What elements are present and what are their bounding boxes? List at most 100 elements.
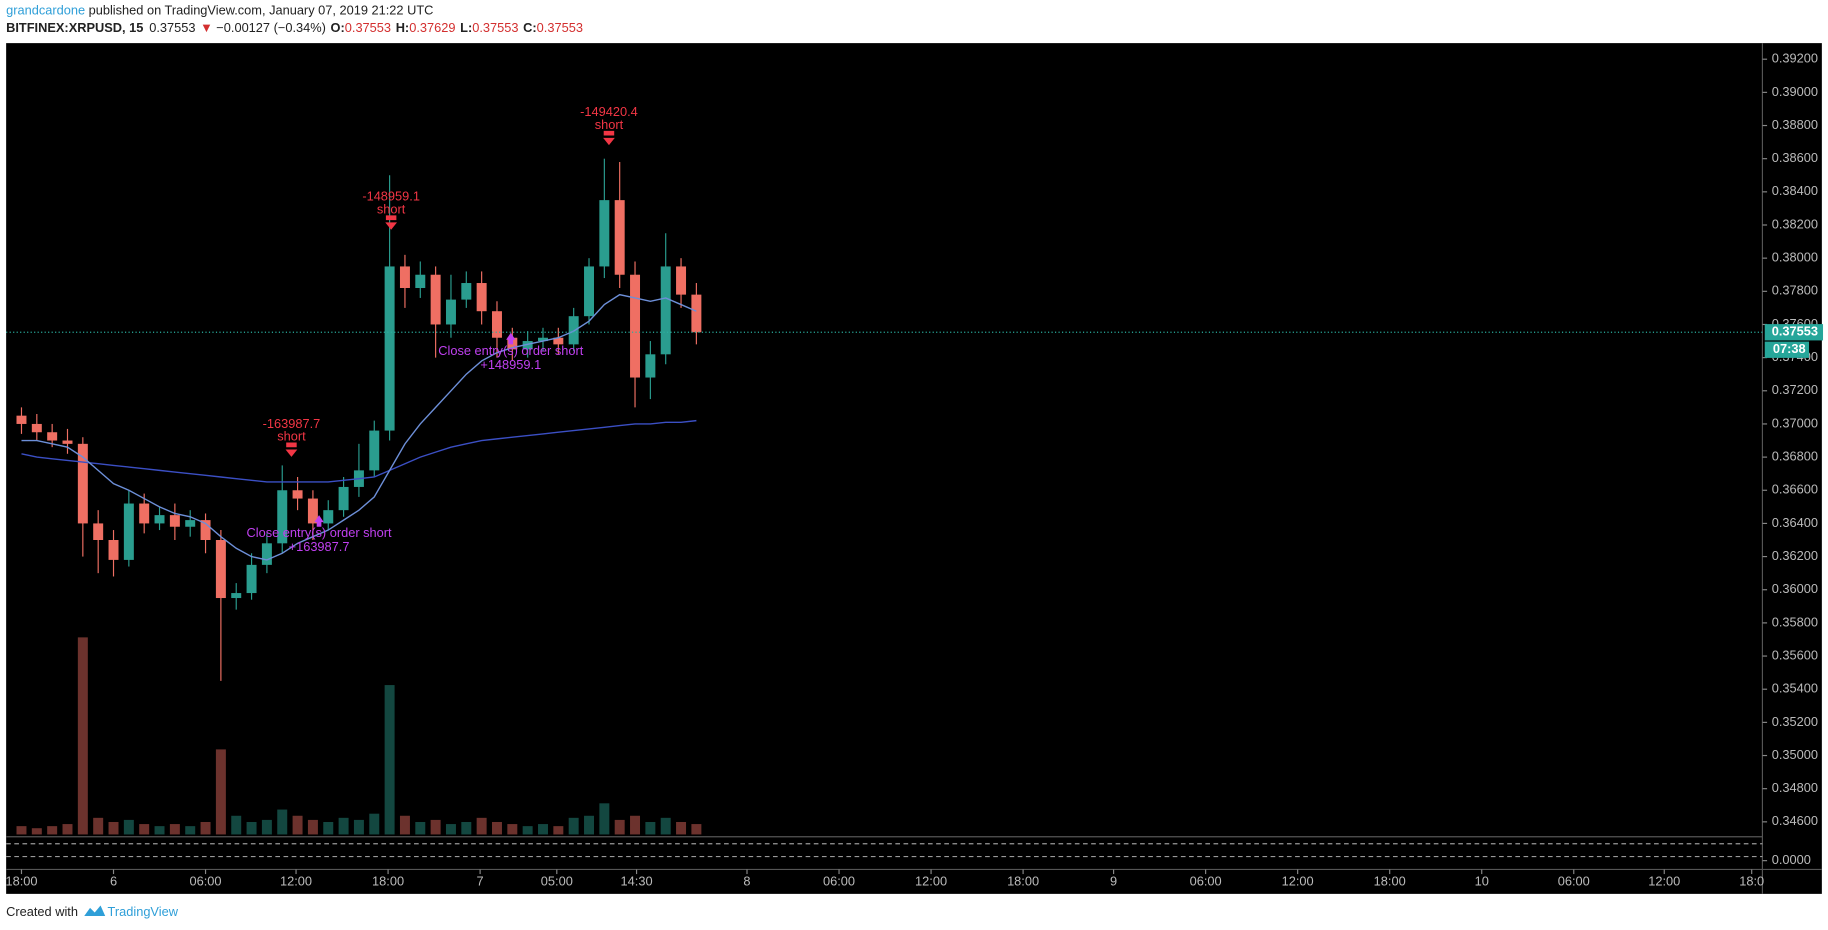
volume-bar	[123, 819, 134, 835]
ohlc-value: 0.37553	[537, 21, 583, 36]
candle-body	[123, 503, 134, 560]
y-tick-label: 0.35200	[1772, 714, 1818, 729]
ohlc-value: 0.37629	[409, 21, 455, 36]
candle-body	[16, 415, 27, 424]
candle-body	[538, 337, 548, 342]
candle-body	[399, 266, 410, 288]
y-tick-label: 0.36600	[1772, 482, 1818, 497]
volume-bar	[369, 813, 380, 835]
volume-bar	[660, 817, 671, 835]
ohlc-key: H:	[396, 21, 410, 36]
candle-body	[584, 266, 594, 317]
y-tick-label: 0.39000	[1772, 84, 1818, 99]
candle-body	[169, 515, 180, 527]
change: −0.00127 (−0.34%)	[216, 21, 326, 36]
ohlc-key: O:	[331, 21, 345, 36]
volume-bar	[676, 821, 687, 835]
x-tick-label: 8	[743, 874, 750, 889]
candle-body	[47, 432, 58, 441]
y-tick-label: 0.34800	[1772, 780, 1818, 795]
candle-body	[323, 510, 334, 524]
candle-body	[338, 486, 349, 511]
y-tick-label: 0.39200	[1772, 51, 1818, 66]
x-tick-label: 14:30	[621, 874, 653, 889]
trade-note: short	[595, 117, 624, 132]
volume-bar	[491, 821, 502, 835]
trade-label: -163987.7	[263, 416, 321, 431]
last-price-box	[1764, 324, 1824, 341]
y-tick-label: 0.36400	[1772, 515, 1818, 530]
volume-bar	[215, 749, 226, 835]
volume-bar	[323, 821, 334, 835]
x-tick-label: 9	[1110, 874, 1117, 889]
x-tick-label: 12:00	[1282, 874, 1314, 889]
candle-body	[599, 200, 610, 267]
volume-bar	[584, 815, 594, 835]
candle-body	[139, 503, 150, 524]
trade-note: short	[377, 202, 406, 217]
candle-body	[231, 593, 242, 599]
candle-body	[77, 443, 88, 524]
y-tick-label: 0.38000	[1772, 250, 1818, 265]
down-arrow: ▼	[200, 21, 213, 36]
x-tick-label: 18:00	[5, 874, 37, 889]
header-line: grandcardone published on TradingView.com…	[6, 3, 433, 18]
candle-body	[246, 564, 257, 594]
volume-bar	[476, 817, 487, 835]
y-tick-label: 0.36800	[1772, 448, 1818, 463]
volume-bar	[185, 826, 196, 835]
x-tick-label: 18:0	[1739, 874, 1764, 889]
volume-bar	[77, 637, 88, 835]
x-tick-label: 12:00	[1648, 874, 1680, 889]
candle-body	[614, 200, 625, 275]
volume-bar	[338, 817, 349, 835]
candle-body	[553, 337, 564, 345]
x-tick-label: 18:00	[1007, 874, 1039, 889]
volume-bar	[522, 826, 533, 835]
ohlc-key: C:	[523, 21, 537, 36]
footer-brand[interactable]: TradingView	[108, 904, 179, 919]
volume-bar	[568, 817, 579, 835]
volume-bar	[599, 803, 610, 835]
candle-body	[384, 266, 395, 431]
y-tick-label: 0.37000	[1772, 415, 1818, 430]
x-tick-label: 06:00	[1558, 874, 1590, 889]
volume-bar	[553, 826, 564, 835]
x-tick-label: 7	[477, 874, 484, 889]
legend-line: BITFINEX:XRPUSD, 15 0.37553 ▼ −0.00127 (−0.…	[6, 21, 583, 36]
candle-body	[445, 299, 456, 325]
volume-bar	[16, 826, 27, 835]
volume-bar	[691, 824, 702, 835]
y-tick-label: 0.34600	[1772, 813, 1818, 828]
y-tick-label: 0.35600	[1772, 647, 1818, 662]
candle-body	[185, 520, 196, 527]
ohlc-value: 0.37553	[472, 21, 518, 36]
y-tick-label: 0.37800	[1772, 283, 1818, 298]
candle-body	[292, 490, 303, 499]
y-tick-label: 0.36200	[1772, 548, 1818, 563]
x-tick-label: 06:00	[190, 874, 222, 889]
volume-bar	[62, 824, 73, 835]
candle-body	[461, 283, 472, 300]
volume-bar	[200, 821, 211, 835]
trade-label: +163987.7	[289, 539, 350, 554]
author[interactable]: grandcardone	[6, 3, 85, 18]
trade-text: Close entry(s) order short	[247, 525, 393, 540]
volume-bar	[292, 815, 303, 835]
moving-average	[21, 419, 697, 483]
volume-bar	[430, 819, 441, 835]
candle-body	[307, 498, 318, 524]
y-tick-label: 0.38200	[1772, 216, 1818, 231]
candle-body	[93, 523, 104, 541]
volume-bar	[614, 819, 625, 835]
candle-body	[277, 490, 288, 544]
candle-body	[62, 440, 73, 444]
candle-body	[691, 294, 702, 333]
candle-body	[154, 515, 165, 524]
candle-body	[476, 283, 487, 312]
trade-label: -148959.1	[362, 189, 420, 204]
candle-body	[491, 311, 502, 338]
x-tick-label: 06:00	[1190, 874, 1222, 889]
y-tick-label: 0.38600	[1772, 150, 1818, 165]
candle-body	[630, 274, 641, 378]
